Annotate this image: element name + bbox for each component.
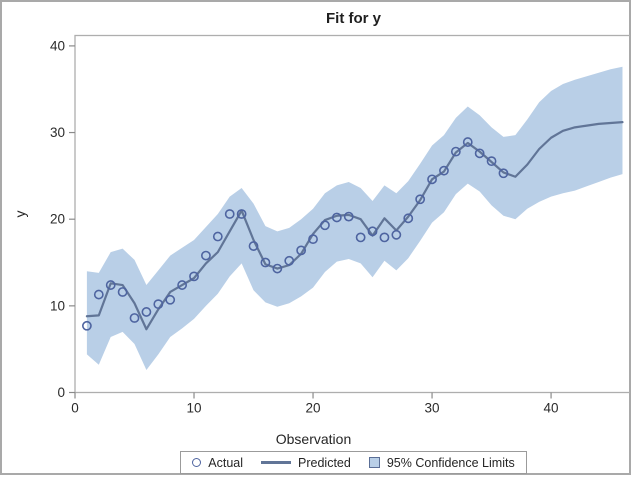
actual-point xyxy=(165,294,176,305)
line-marker-icon xyxy=(261,461,292,464)
y-tick-label: 0 xyxy=(57,385,65,400)
actual-point xyxy=(308,234,318,245)
legend-item-actual: Actual xyxy=(192,456,243,470)
actual-point xyxy=(355,232,366,243)
actual-point xyxy=(462,137,473,147)
actual-point xyxy=(296,245,307,256)
actual-point xyxy=(82,320,92,331)
actual-point xyxy=(498,168,509,179)
actual-point xyxy=(439,165,449,176)
actual-point xyxy=(427,174,437,185)
actual-point xyxy=(117,287,128,297)
actual-point xyxy=(450,146,461,157)
y-tick-label: 40 xyxy=(50,38,65,53)
x-tick-label: 20 xyxy=(306,401,321,416)
predicted-line xyxy=(85,121,624,331)
actual-point xyxy=(320,220,330,231)
actual-point xyxy=(212,231,223,242)
open-circle-marker-icon xyxy=(192,458,202,467)
actual-point xyxy=(189,271,199,282)
actual-point xyxy=(153,299,164,310)
actual-point xyxy=(224,209,235,219)
actual-point xyxy=(93,289,104,300)
legend-label-actual: Actual xyxy=(208,455,244,470)
legend-label-predicted: Predicted xyxy=(298,455,351,470)
y-tick-label: 30 xyxy=(50,125,65,140)
actual-point xyxy=(486,156,497,167)
figure-frame: Fit for y 0 10 20 30 40 0 10 20 30 40 y Observati… xyxy=(0,0,631,475)
actual-point xyxy=(129,313,140,323)
legend-label-confidence: 95% Confidence Limits xyxy=(386,455,515,470)
actual-point xyxy=(272,263,283,274)
actual-point xyxy=(367,226,378,237)
x-tick-label: 10 xyxy=(187,401,202,416)
actual-point xyxy=(474,148,485,159)
legend: Actual Predicted 95% Confidence Limits xyxy=(180,451,527,474)
actual-point xyxy=(379,232,390,243)
actual-point xyxy=(403,213,414,224)
actual-point xyxy=(331,212,342,223)
actual-point xyxy=(248,241,259,251)
actual-point xyxy=(260,257,271,268)
plot-area: 0 10 20 30 40 0 10 20 30 40 xyxy=(50,34,630,416)
x-axis-title: Observation xyxy=(275,431,352,447)
actual-point xyxy=(177,280,188,290)
x-tick-label: 40 xyxy=(544,401,559,416)
x-tick-label: 0 xyxy=(71,401,79,416)
actual-point xyxy=(415,194,426,205)
plot-frame xyxy=(74,34,630,394)
y-tick-label: 10 xyxy=(50,298,65,313)
legend-item-predicted: Predicted xyxy=(261,456,351,470)
actual-point xyxy=(236,209,247,219)
actual-point xyxy=(343,211,354,222)
chart-title: Fit for y xyxy=(326,10,381,27)
y-axis-title: y xyxy=(12,210,28,218)
x-tick-label: 30 xyxy=(425,401,440,416)
actual-point xyxy=(141,307,152,317)
legend-row: Actual Predicted 95% Confidence Limits xyxy=(75,451,632,474)
legend-item-confidence: 95% Confidence Limits xyxy=(368,455,515,470)
band-swatch-icon xyxy=(368,457,380,468)
actual-point xyxy=(391,229,402,240)
y-tick-label: 20 xyxy=(50,212,65,227)
actual-point xyxy=(105,280,116,290)
confidence-band xyxy=(86,66,623,370)
actual-point xyxy=(201,250,211,261)
actual-point xyxy=(284,255,295,266)
